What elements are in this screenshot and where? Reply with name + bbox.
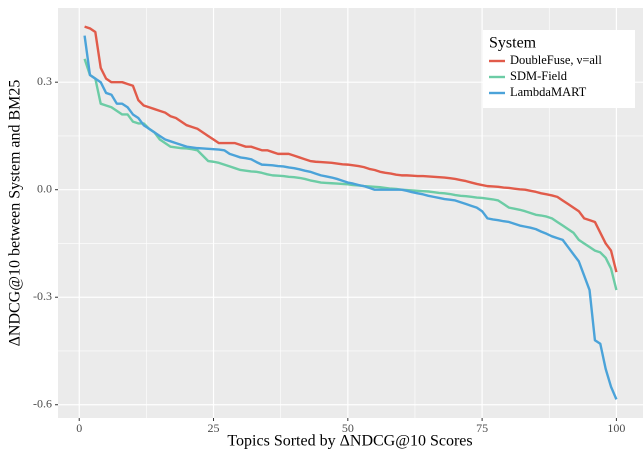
x-tick-label: 0: [76, 421, 82, 435]
series-line: [83, 58, 618, 291]
legend-background: [483, 30, 635, 108]
y-axis-title: ΔNDCG@10 between System and BM25: [7, 80, 24, 347]
y-tick-label: 0.0: [37, 181, 52, 195]
y-tick-label: -0.6: [33, 396, 52, 410]
x-tick-label: 100: [607, 421, 625, 435]
x-tick-label: 25: [208, 421, 220, 435]
x-axis-title: Topics Sorted by ΔNDCG@10 Scores: [227, 433, 472, 450]
legend-label: SDM-Field: [510, 69, 568, 83]
legend-title: System: [489, 35, 537, 52]
series-line: [83, 35, 618, 400]
y-tick-label: -0.3: [33, 289, 52, 303]
y-tick-label: 0.3: [37, 74, 52, 88]
legend-label: DoubleFuse, ν=all: [510, 53, 602, 67]
x-tick-label: 75: [476, 421, 488, 435]
series-line: [84, 25, 618, 273]
x-tick-label: 50: [342, 421, 354, 435]
legend-label: LambdaMART: [510, 85, 587, 99]
